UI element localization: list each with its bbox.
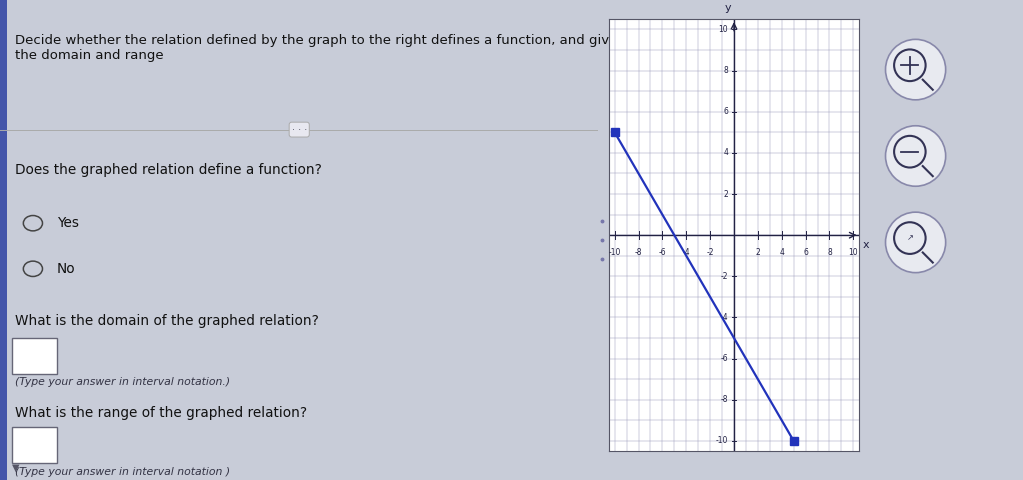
Text: What is the range of the graphed relation?: What is the range of the graphed relatio…	[15, 406, 307, 420]
FancyBboxPatch shape	[0, 0, 7, 480]
Text: (Type your answer in interval notation.): (Type your answer in interval notation.)	[15, 377, 230, 387]
Text: What is the domain of the graphed relation?: What is the domain of the graphed relati…	[15, 314, 319, 328]
Text: -10: -10	[716, 436, 728, 445]
Text: 2: 2	[756, 248, 760, 256]
Text: -2: -2	[707, 248, 714, 256]
Text: 4: 4	[780, 248, 785, 256]
Text: -4: -4	[682, 248, 691, 256]
Text: Does the graphed relation define a function?: Does the graphed relation define a funct…	[15, 163, 322, 177]
Text: -6: -6	[659, 248, 666, 256]
Text: 2: 2	[723, 190, 728, 199]
Text: 10: 10	[848, 248, 858, 256]
FancyBboxPatch shape	[12, 338, 57, 374]
Text: Decide whether the relation defined by the graph to the right defines a function: Decide whether the relation defined by t…	[15, 34, 617, 61]
Text: 6: 6	[803, 248, 808, 256]
Text: No: No	[57, 262, 76, 276]
Text: 4: 4	[723, 148, 728, 157]
Text: -2: -2	[720, 272, 728, 281]
Text: Yes: Yes	[57, 216, 79, 230]
Text: -10: -10	[609, 248, 621, 256]
Text: 10: 10	[718, 25, 728, 34]
Text: y: y	[724, 3, 731, 13]
Circle shape	[886, 212, 945, 273]
Text: (Type your answer in interval notation ): (Type your answer in interval notation )	[15, 467, 230, 477]
Circle shape	[886, 39, 945, 100]
Text: -6: -6	[720, 354, 728, 363]
Circle shape	[886, 126, 945, 186]
FancyBboxPatch shape	[12, 427, 57, 463]
Text: 6: 6	[723, 107, 728, 116]
Text: ↗: ↗	[906, 234, 914, 242]
Text: -8: -8	[720, 395, 728, 404]
Text: 8: 8	[723, 66, 728, 75]
Text: · · ·: · · ·	[292, 125, 307, 134]
Text: ▼: ▼	[12, 463, 19, 473]
Text: -4: -4	[720, 313, 728, 322]
Text: -8: -8	[635, 248, 642, 256]
Text: x: x	[862, 240, 870, 251]
Text: 8: 8	[828, 248, 832, 256]
